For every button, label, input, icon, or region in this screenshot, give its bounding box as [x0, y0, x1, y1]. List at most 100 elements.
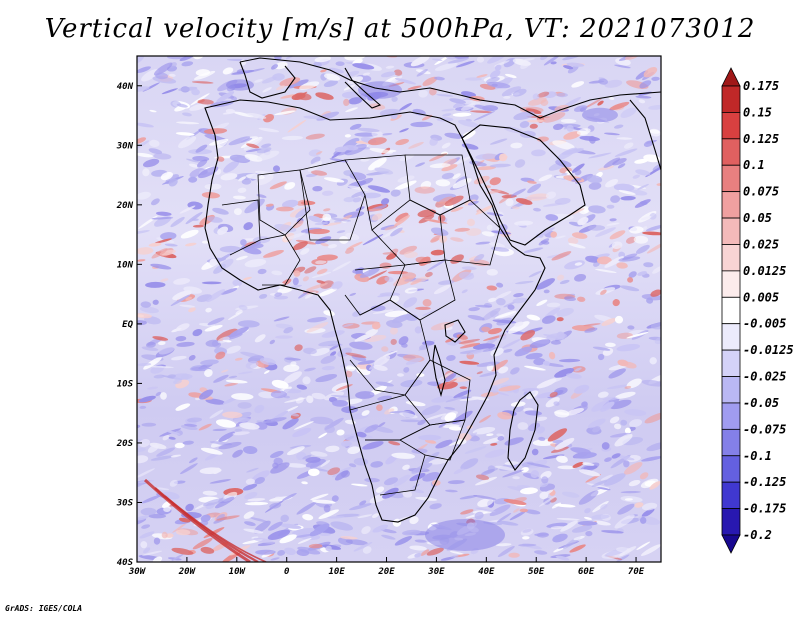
- field-streak: [395, 138, 410, 146]
- field-streak: [598, 78, 608, 85]
- field-streak: [277, 550, 286, 556]
- field-streak: [239, 422, 260, 430]
- field-streak: [359, 177, 374, 186]
- field-streak: [191, 88, 200, 96]
- field-streak: [643, 262, 654, 268]
- field-streak: [137, 191, 151, 200]
- field-streak: [626, 236, 636, 244]
- field-streak: [574, 384, 590, 394]
- lat-tick-label: 20S: [116, 439, 134, 449]
- field-streak: [614, 64, 631, 69]
- field-streak: [418, 434, 442, 441]
- field-streak: [475, 507, 496, 513]
- field-streak: [456, 334, 468, 340]
- field-streak: [460, 509, 474, 515]
- colorbar-band: [721, 191, 741, 219]
- field-streak: [352, 58, 363, 65]
- colorbar-label: 0.075: [743, 185, 779, 199]
- field-streak: [209, 139, 229, 146]
- field-streak: [160, 232, 177, 241]
- lat-tick-label: 10S: [117, 379, 134, 389]
- field-streak: [495, 543, 512, 547]
- field-streak: [164, 495, 267, 562]
- field-streak: [150, 263, 172, 270]
- field-streak: [356, 431, 367, 438]
- field-streak: [382, 350, 398, 357]
- colorbar-band: [721, 455, 741, 483]
- field-streak: [267, 529, 291, 540]
- field-streak: [364, 424, 379, 433]
- field-streak: [137, 515, 149, 521]
- field-streak: [455, 60, 475, 68]
- field-streak: [394, 77, 417, 85]
- field-streak: [596, 256, 612, 265]
- field-streak: [185, 296, 193, 301]
- field-streak: [426, 547, 444, 556]
- field-streak: [225, 379, 248, 384]
- field-streak: [151, 248, 168, 259]
- lon-tick-label: 40E: [478, 567, 495, 577]
- field-streak: [137, 362, 152, 367]
- field-streak: [519, 508, 528, 513]
- field-streak: [294, 534, 313, 538]
- field-streak: [614, 124, 624, 129]
- field-streak: [555, 235, 566, 239]
- field-streak: [312, 185, 323, 192]
- field-streak: [327, 516, 345, 519]
- field-streak: [215, 351, 226, 360]
- field-streak: [401, 343, 408, 348]
- field-streak: [279, 77, 301, 87]
- field-streak: [624, 409, 647, 416]
- field-streak: [141, 346, 159, 351]
- field-streak: [322, 213, 332, 222]
- field-streak: [299, 81, 320, 90]
- field-streak: [284, 405, 299, 413]
- iberia-coastline: [239, 61, 296, 99]
- field-streak: [615, 391, 636, 399]
- field-streak: [329, 158, 349, 163]
- field-streak: [345, 352, 367, 358]
- field-streak: [141, 495, 161, 504]
- field-streak: [543, 454, 565, 460]
- field-streak: [529, 339, 551, 349]
- field-streak: [524, 509, 541, 515]
- field-streak: [235, 309, 243, 315]
- field-streak: [481, 326, 491, 333]
- field-streak: [512, 297, 528, 304]
- field-streak: [158, 341, 166, 346]
- field-streak: [137, 247, 154, 255]
- field-streak: [588, 182, 602, 190]
- colorbar-label: 0.05: [743, 211, 772, 225]
- field-streak: [501, 86, 522, 97]
- field-streak: [629, 419, 643, 428]
- field-streak: [360, 192, 381, 199]
- field-streak: [415, 496, 438, 501]
- field-streak: [302, 513, 314, 521]
- field-streak: [364, 334, 387, 343]
- field-streak: [486, 433, 494, 437]
- field-streak: [435, 439, 453, 449]
- latitude-axis: 40N 30N 20N 10N EQ 10S 20S 30S 40S: [116, 82, 142, 568]
- field-streak: [331, 218, 352, 222]
- field-streak: [310, 170, 328, 176]
- field-streak: [330, 351, 337, 357]
- field-streak: [155, 391, 162, 397]
- field-streak: [403, 251, 418, 259]
- field-streak: [459, 342, 481, 349]
- field-streak: [615, 554, 630, 562]
- field-streak: [188, 307, 196, 313]
- field-streak: [502, 469, 524, 478]
- field-streak: [225, 345, 241, 354]
- field-streak: [186, 158, 200, 163]
- field-streak: [479, 415, 491, 423]
- field-streak: [234, 357, 243, 361]
- field-streak: [199, 467, 222, 475]
- field-streak: [330, 521, 354, 531]
- field-streak: [479, 371, 499, 377]
- field-streak: [603, 473, 626, 486]
- field-streak: [520, 487, 538, 495]
- field-streak: [376, 404, 383, 412]
- field-streak: [290, 361, 297, 367]
- field-streak: [421, 405, 441, 416]
- field-streak: [345, 370, 353, 378]
